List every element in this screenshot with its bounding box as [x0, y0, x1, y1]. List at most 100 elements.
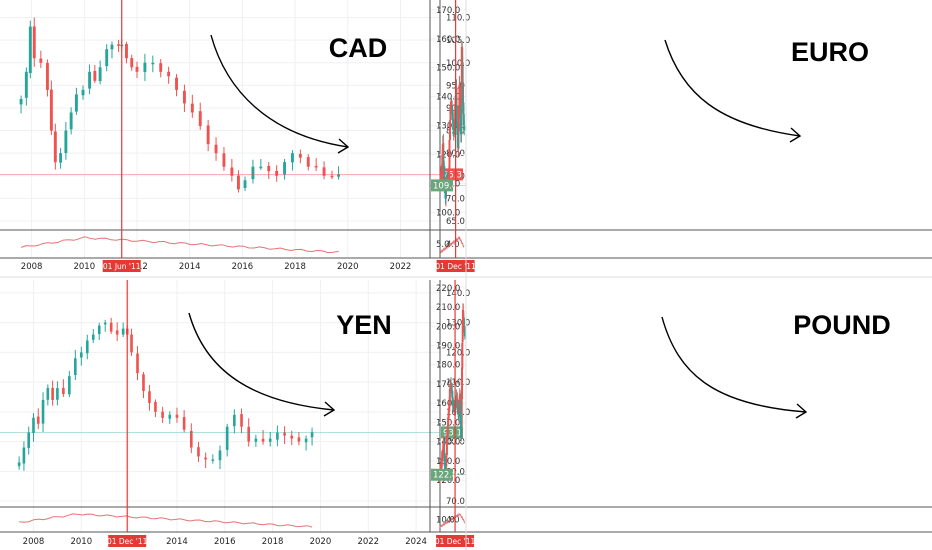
candle — [69, 107, 73, 135]
candle — [175, 407, 179, 423]
candle-body — [450, 385, 453, 391]
candle-body — [254, 438, 258, 442]
candle-body — [88, 71, 92, 89]
candle-body — [448, 120, 451, 141]
candle — [268, 432, 272, 447]
candle — [306, 154, 310, 171]
candle — [218, 445, 222, 470]
candle — [310, 427, 314, 446]
candle — [254, 434, 258, 447]
y-tick-label: 120.0 — [436, 151, 460, 161]
candle — [283, 426, 286, 444]
candle-body — [442, 442, 445, 450]
y-tick-label: 180.0 — [436, 361, 460, 371]
candle-body — [211, 459, 215, 461]
candle-body — [243, 180, 247, 189]
candle — [222, 147, 226, 171]
oscillator-line — [20, 236, 339, 254]
candle-body — [56, 388, 59, 400]
trend-arrow — [664, 39, 801, 137]
trend-arrow-head — [789, 127, 802, 143]
candle — [17, 456, 21, 470]
candle — [36, 408, 40, 430]
trend-arrow — [188, 312, 335, 411]
candle — [59, 147, 63, 169]
candle — [28, 20, 32, 79]
candle-body — [451, 397, 454, 407]
candle — [79, 346, 83, 366]
candle — [236, 170, 240, 193]
candle-body — [121, 328, 125, 335]
candle — [68, 370, 71, 398]
candle — [130, 328, 133, 356]
candle — [121, 322, 125, 338]
candle — [105, 44, 109, 72]
x-tick-label: 2022 — [357, 537, 379, 547]
candle — [41, 392, 45, 433]
last-price-value: 109.4 — [433, 181, 457, 191]
y-tick-label: 160.0 — [436, 35, 460, 45]
last-price-badge — [431, 468, 453, 481]
candle — [64, 122, 68, 160]
trend-arrow-head — [337, 138, 350, 154]
candle — [204, 452, 207, 468]
candle-body — [441, 449, 444, 456]
candle-body — [41, 399, 45, 424]
candle — [27, 426, 31, 455]
candle-body — [447, 410, 450, 419]
candle-body — [69, 112, 73, 130]
candle — [276, 425, 279, 447]
candle-body — [45, 62, 49, 90]
candle-body — [447, 417, 450, 427]
candle-body — [440, 464, 443, 467]
x-tick-label: 2014 — [166, 537, 188, 547]
x-tick-label: 2010 — [70, 537, 92, 547]
candle — [182, 84, 186, 113]
candle — [91, 328, 95, 344]
oscillator-line — [19, 513, 313, 528]
candle — [51, 380, 54, 406]
candle-body — [167, 71, 171, 77]
candle-body — [93, 70, 97, 81]
candle — [53, 123, 57, 170]
candle — [46, 384, 50, 406]
candle — [24, 67, 28, 106]
y-tick-label: 105.0 — [446, 36, 470, 46]
candle-body — [159, 63, 163, 72]
candle-body — [109, 322, 113, 332]
candle-body — [448, 388, 451, 404]
candle-body — [440, 459, 443, 465]
panel-euro: 170.0 160.0 150.0 140.0 130.0 120.0 110.0 100.0… — [429, 0, 932, 272]
candle-body — [322, 167, 326, 176]
candle — [115, 322, 119, 341]
currency-title: CAD — [329, 33, 388, 63]
candle-body — [440, 171, 443, 178]
candle-body — [310, 432, 314, 438]
candle — [198, 102, 202, 130]
event-marker-badge — [102, 260, 141, 272]
candle-body — [19, 98, 23, 105]
candle-body — [448, 403, 451, 411]
candle-body — [151, 62, 155, 65]
y-tick-label: 170.0 — [436, 380, 460, 390]
candle — [142, 371, 145, 399]
candle — [110, 41, 114, 59]
candle — [136, 346, 139, 381]
candle-body — [168, 414, 172, 419]
event-marker-badge — [436, 260, 475, 272]
candle — [130, 54, 134, 71]
x-tick-label: 2016 — [232, 262, 254, 272]
candle-body — [268, 438, 272, 442]
candle — [98, 60, 102, 85]
candle — [39, 50, 43, 68]
candle — [233, 409, 236, 434]
y-tick-label: 170.0 — [436, 6, 460, 16]
candle-body — [247, 426, 251, 442]
candle — [161, 406, 164, 423]
candle-body — [197, 447, 200, 457]
candle — [259, 159, 263, 170]
candle — [304, 435, 308, 451]
candle-body — [461, 367, 464, 400]
last-price-value: 122.8 — [433, 471, 457, 481]
candle — [81, 85, 85, 100]
